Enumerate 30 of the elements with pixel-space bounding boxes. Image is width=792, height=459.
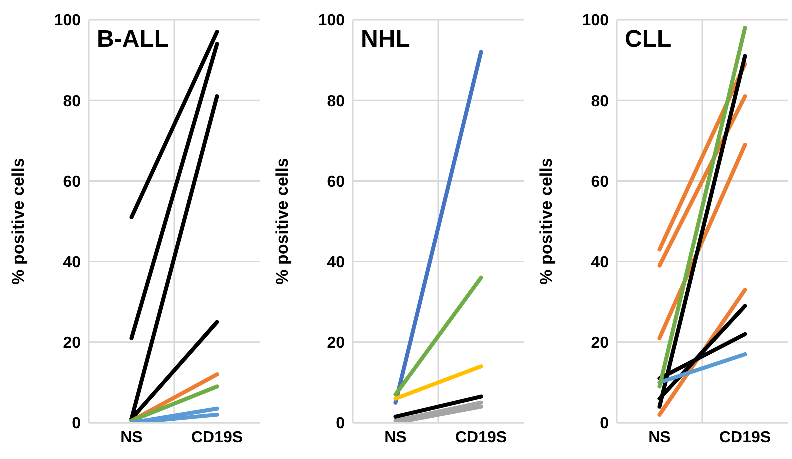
y-tick-label: 60 [327, 174, 346, 191]
y-axis-title: % positive cells [273, 158, 292, 285]
chart-title: B-ALL [97, 26, 169, 54]
y-tick-label: 60 [63, 174, 82, 191]
x-tick-label: CD19S [719, 429, 772, 446]
y-tick-label: 20 [591, 335, 610, 352]
y-axis-title: % positive cells [537, 158, 556, 285]
chart-title: NHL [361, 26, 410, 54]
y-tick-label: 40 [327, 254, 346, 272]
y-tick-label: 20 [327, 335, 346, 352]
y-axis-title: % positive cells [9, 158, 28, 285]
y-tick-label: 80 [63, 93, 82, 110]
x-tick-label: NS [648, 429, 672, 446]
y-tick-label: 80 [591, 93, 610, 110]
x-tick-label: NS [384, 429, 408, 446]
y-tick-label: 80 [327, 93, 346, 110]
y-tick-label: 0 [336, 416, 346, 433]
y-tick-label: 40 [591, 254, 610, 272]
x-tick-label: CD19S [455, 429, 508, 446]
y-tick-label: 100 [582, 12, 610, 30]
y-tick-label: 40 [63, 254, 82, 272]
y-tick-label: 0 [72, 416, 82, 433]
y-tick-label: 100 [54, 12, 82, 30]
y-tick-label: 0 [600, 416, 610, 433]
y-tick-label: 60 [591, 174, 610, 191]
x-tick-label: NS [120, 429, 144, 446]
y-tick-label: 100 [318, 12, 346, 30]
chart-title: CLL [625, 26, 672, 54]
x-tick-label: CD19S [191, 429, 244, 446]
y-tick-label: 20 [63, 335, 82, 352]
